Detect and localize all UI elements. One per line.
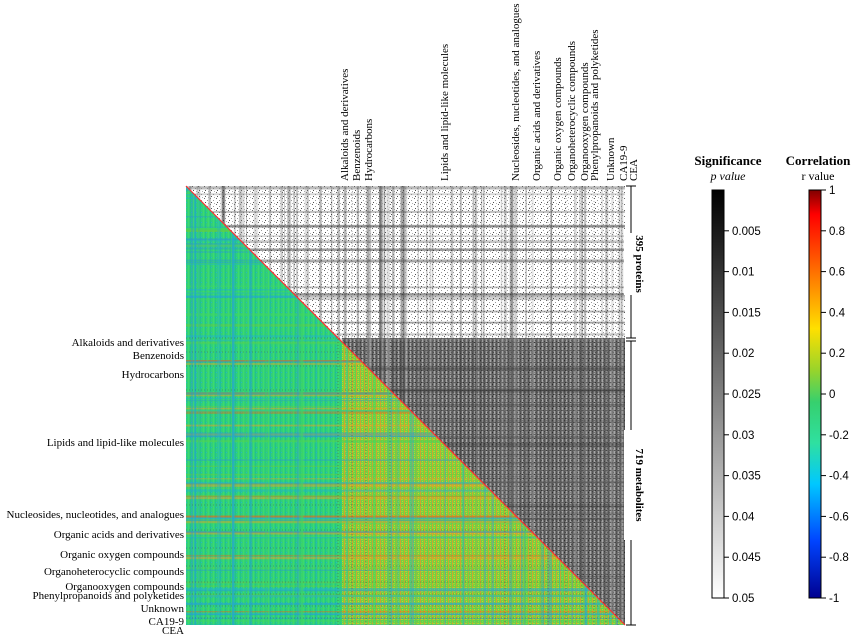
correlation-tick-label: -0.6 (829, 511, 849, 523)
column-label-alkaloids-and-derivatives: Alkaloids and derivatives (339, 69, 351, 181)
row-label-organooxygen-compounds: Organooxygen compounds (65, 581, 184, 593)
row-label-phenylpropanoids-and-polyketides: Phenylpropanoids and polyketides (32, 590, 184, 602)
row-label-alkaloids-and-derivatives: Alkaloids and derivatives (72, 337, 184, 349)
column-label-cea: CEA (628, 159, 640, 181)
significance-subtitle: p value (710, 169, 747, 183)
column-label-phenylpropanoids-and-polyketides: Phenylpropanoids and polyketides (589, 29, 601, 181)
column-label-hydrocarbons: Hydrocarbons (363, 119, 375, 181)
significance-tick-label: 0.035 (732, 471, 761, 483)
row-label-lipids-and-lipid-like-molecules: Lipids and lipid-like molecules (47, 437, 184, 449)
significance-tick-label: 0.04 (732, 511, 755, 523)
significance-tick-label: 0.02 (732, 348, 754, 360)
column-label-nucleosides-nucleotides-and-analogues: Nucleosides, nucleotides, and analogues (510, 4, 522, 181)
row-label-cea: CEA (162, 625, 184, 637)
significance-tick-label: 0.025 (732, 389, 761, 401)
row-label-unknown: Unknown (141, 603, 185, 615)
correlation-tick-label: -1 (829, 593, 839, 605)
correlation-tick-label: 0.2 (829, 348, 845, 360)
correlation-tick-label: -0.8 (829, 552, 849, 564)
column-label-organic-acids-and-derivatives: Organic acids and derivatives (531, 51, 543, 181)
significance-colorbar: Significance p value 0.005 0.01 0.015 0.02 0… (694, 153, 761, 605)
row-label-ca19-9: CA19-9 (149, 616, 185, 628)
row-label-benzenoids: Benzenoids (133, 350, 184, 362)
column-label-benzenoids: Benzenoids (351, 130, 363, 181)
correlation-tick-label: -0.2 (829, 430, 849, 442)
correlation-tick-label: 1 (829, 185, 835, 197)
row-label-organic-acids-and-derivatives: Organic acids and derivatives (54, 529, 184, 541)
column-label-organoheterocyclic-compounds: Organoheterocyclic compounds (566, 41, 578, 181)
significance-tick-label: 0.01 (732, 267, 754, 279)
block-brackets: 395 proteins 719 metabolites (624, 185, 645, 626)
column-label-organic-oxygen-compounds: Organic oxygen compounds (552, 57, 564, 181)
significance-tick-label: 0.045 (732, 552, 761, 564)
row-label-organic-oxygen-compounds: Organic oxygen compounds (60, 549, 184, 561)
significance-title: Significance (694, 153, 761, 168)
column-label-unknown: Unknown (605, 137, 617, 181)
column-label-organooxygen-compounds: Organooxygen compounds (579, 62, 591, 181)
correlation-tick-label: 0.4 (829, 307, 846, 319)
correlation-subtitle: r value (802, 169, 835, 183)
significance-tick-label: 0.005 (732, 226, 761, 238)
significance-tick-label: 0.015 (732, 307, 761, 319)
row-label-nucleosides-nucleotides-and-analogues: Nucleosides, nucleotides, and analogues (7, 509, 184, 521)
column-label-lipids-and-lipid-like-molecules: Lipids and lipid-like molecules (439, 44, 451, 181)
heatmap-matrix (185, 185, 626, 626)
correlation-tick-label: 0.6 (829, 267, 845, 279)
significance-tick-label: 0.05 (732, 593, 754, 605)
correlation-tick-label: 0.8 (829, 226, 845, 238)
block-label-proteins: 395 proteins (633, 235, 645, 293)
column-labels: Alkaloids and derivatives Benzenoids Hydro… (339, 4, 640, 181)
correlation-tick-label: 0 (829, 389, 835, 401)
column-label-ca19-9: CA19-9 (618, 145, 630, 181)
block-label-metabolites: 719 metabolites (633, 448, 645, 522)
correlation-colorbar: Correlation r value 1 0.8 0.6 0.4 0.2 0 -0.2 -0… (786, 153, 852, 605)
row-label-hydrocarbons: Hydrocarbons (122, 369, 184, 381)
significance-tick-label: 0.03 (732, 430, 754, 442)
row-label-organoheterocyclic-compounds: Organoheterocyclic compounds (44, 566, 184, 578)
correlation-tick-label: -0.4 (829, 471, 849, 483)
correlation-title: Correlation (786, 153, 852, 168)
